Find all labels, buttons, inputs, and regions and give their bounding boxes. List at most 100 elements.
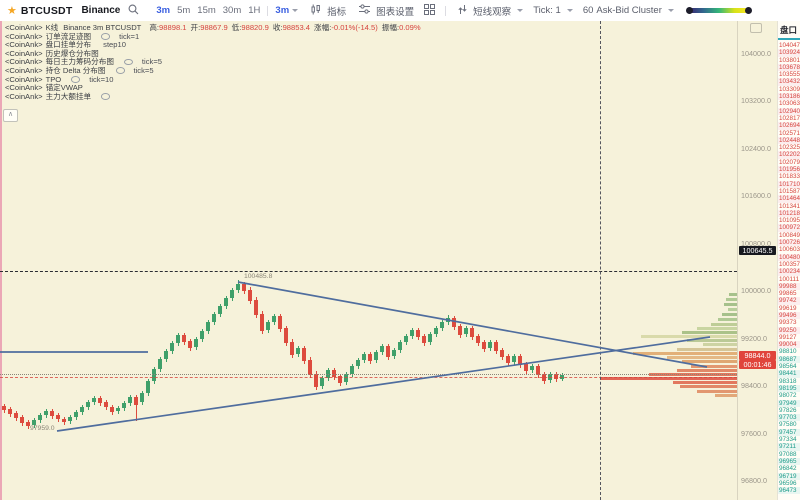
ladder-ask-row[interactable]: 99865 — [779, 290, 797, 298]
eye-icon[interactable] — [115, 67, 125, 74]
horizontal-dotted-line[interactable] — [0, 374, 737, 375]
eye-icon[interactable] — [71, 76, 81, 83]
search-icon[interactable] — [128, 4, 139, 18]
ladder-ask-row[interactable]: 103924 — [778, 49, 800, 57]
chart-area[interactable]: <CoinAnk> K线 Binance 3m BTCUSDT 高:98898.1 开:… — [0, 21, 737, 500]
legend-collapse-button[interactable]: ∧ — [3, 109, 18, 122]
ladder-bid-row[interactable]: 97949 — [778, 399, 800, 407]
ladder-bid-row[interactable]: 97211 — [778, 443, 800, 451]
ladder-ask-row[interactable]: 101833 — [779, 173, 800, 181]
ask-bid-cluster-dropdown[interactable]: 60 Ask-Bid Cluster — [583, 5, 674, 16]
ladder-ask-row[interactable]: 99127 — [779, 333, 797, 341]
ladder-ask-row[interactable]: 102940 — [778, 107, 800, 115]
ladder-bid-row[interactable]: 97580 — [779, 421, 797, 429]
ladder-ask-row[interactable]: 101710 — [778, 180, 800, 188]
ladder-ask-row[interactable]: 100972 — [778, 224, 800, 232]
ladder-ask-row[interactable]: 101956 — [778, 166, 800, 174]
ladder-ask-row[interactable]: 100357 — [779, 260, 800, 268]
timeframe-30m[interactable]: 30m — [222, 5, 242, 16]
ladder-ask-row[interactable]: 104047 — [779, 42, 800, 49]
last-price-dashed-line[interactable] — [0, 271, 737, 272]
ladder-bid-row[interactable]: 96473 — [778, 487, 800, 495]
ladder-bid-row[interactable]: 98564 — [779, 363, 797, 371]
ladder-ask-row[interactable]: 99250 — [778, 326, 800, 334]
ladder-ask-row[interactable]: 103309 — [779, 85, 800, 93]
ladder-bid-row[interactable]: 97457 — [778, 428, 800, 437]
ladder-ask-row[interactable]: 99004 — [778, 341, 800, 349]
ladder-bid-row[interactable]: 96719 — [778, 472, 800, 480]
ladder-ask-row[interactable]: 102079 — [779, 158, 800, 166]
ladder-bid-row[interactable]: 97088 — [779, 450, 797, 458]
ladder-ask-row[interactable]: 99496 — [778, 311, 800, 320]
ladder-bid-row[interactable]: 98687 — [778, 355, 800, 364]
layout-grid-icon[interactable] — [424, 3, 436, 18]
eye-icon[interactable] — [101, 33, 111, 40]
timeframe-15m[interactable]: 15m — [197, 5, 216, 16]
ladder-ask-row[interactable]: 100726 — [778, 239, 800, 247]
line-watch-dropdown[interactable]: 短线观察 — [455, 4, 524, 18]
legend-row[interactable]: <CoinAnk> 每日主力筹码分布图 tick=5 — [5, 57, 162, 67]
ladder-ask-row[interactable]: 101218 — [778, 209, 800, 218]
ladder-ask-row[interactable]: 102571 — [779, 129, 800, 137]
trendlines-layer[interactable] — [0, 21, 737, 500]
timeframe-3m[interactable]: 3m — [156, 5, 171, 16]
gradient-handle-right[interactable] — [744, 6, 752, 14]
tick-dropdown[interactable]: Tick: 1 — [533, 5, 573, 16]
ladder-ask-row[interactable]: 99988 — [778, 282, 800, 291]
orderbook-ladder[interactable]: 盘口 104047 103924 103801 103678 103555 103432 1… — [777, 21, 800, 500]
ladder-bid-row[interactable]: 98441 — [778, 370, 800, 378]
ladder-ask-row[interactable]: 103063 — [779, 100, 800, 108]
legend-row[interactable]: <CoinAnk> 历史爆仓分布图 — [5, 48, 99, 58]
favorite-star-icon[interactable]: ★ — [7, 5, 17, 17]
ladder-ask-row[interactable]: 100849 — [779, 231, 800, 239]
ladder-ask-row[interactable]: 101587 — [779, 187, 800, 195]
heatmap-gradient-slider[interactable] — [685, 6, 752, 14]
legend-row[interactable]: <CoinAnk> 主力大额挂单 — [5, 92, 421, 102]
eye-icon[interactable] — [101, 93, 111, 100]
chart-settings-button[interactable]: 图表设置 — [356, 4, 414, 18]
legend-row[interactable]: <CoinAnk> 持仓 Delta 分布图 tick=5 — [5, 65, 154, 75]
ladder-ask-row[interactable]: 103801 — [779, 56, 800, 64]
ladder-ask-row[interactable]: 99373 — [779, 319, 797, 327]
axis-settings-icon[interactable] — [750, 23, 762, 33]
ladder-ask-row[interactable]: 101464 — [778, 195, 800, 203]
ladder-bid-row[interactable]: 98810 — [779, 348, 797, 356]
trendline[interactable] — [237, 281, 708, 368]
ladder-ask-row[interactable]: 101341 — [779, 202, 800, 210]
legend-row[interactable]: <CoinAnk> TPO tick=10 — [5, 74, 114, 84]
timeframe-1H[interactable]: 1H — [248, 5, 261, 16]
indicators-button[interactable]: 指标 — [308, 4, 346, 18]
legend-row[interactable]: <CoinAnk> 锚定VWAP — [5, 83, 83, 93]
eye-icon[interactable] — [123, 58, 133, 66]
ladder-bid-row[interactable]: 98072 — [779, 392, 797, 400]
ladder-ask-row[interactable]: 100603 — [779, 246, 800, 254]
symbol-name[interactable]: BTCUSDT — [20, 4, 73, 17]
ladder-ask-row[interactable]: 103678 — [778, 63, 800, 72]
ladder-bid-row[interactable]: 96596 — [779, 479, 797, 487]
ladder-ask-row[interactable]: 99742 — [778, 297, 800, 305]
ladder-ask-row[interactable]: 102694 — [778, 122, 800, 130]
ladder-ask-row[interactable]: 103555 — [779, 71, 800, 79]
ladder-bid-row[interactable]: 96965 — [778, 457, 800, 466]
ladder-ask-row[interactable]: 100234 — [778, 268, 800, 276]
gradient-handle-left[interactable] — [685, 6, 693, 14]
ladder-ask-row[interactable]: 100111 — [779, 275, 800, 283]
ladder-ask-row[interactable]: 102325 — [779, 144, 800, 152]
timeframe-5m[interactable]: 5m — [177, 5, 191, 16]
ladder-ask-row[interactable]: 102448 — [778, 136, 800, 145]
ladder-bid-row[interactable]: 97334 — [779, 436, 797, 444]
ladder-bid-row[interactable]: 96842 — [779, 465, 797, 473]
ladder-bid-row[interactable]: 97826 — [779, 406, 797, 414]
timeframe-dropdown[interactable]: 3m — [275, 5, 299, 16]
price-axis[interactable]: 100645.5 98844.0 00:01:46 104000.0 103200… — [737, 21, 778, 500]
ladder-ask-row[interactable]: 99619 — [779, 304, 797, 312]
trendline[interactable] — [56, 336, 711, 432]
ladder-bid-row[interactable]: 98195 — [778, 384, 800, 393]
ladder-bid-row[interactable]: 98318 — [779, 377, 797, 385]
ladder-ask-row[interactable]: 100480 — [778, 253, 800, 261]
ladder-ask-row[interactable]: 103432 — [778, 78, 800, 86]
ladder-ask-row[interactable]: 101095 — [779, 217, 800, 225]
legend-row[interactable]: <CoinAnk> K线 Binance 3m BTCUSDT 高:98898.1 开:… — [5, 23, 421, 32]
ladder-ask-row[interactable]: 103186 — [778, 93, 800, 101]
ladder-ask-row[interactable]: 102202 — [778, 151, 800, 159]
